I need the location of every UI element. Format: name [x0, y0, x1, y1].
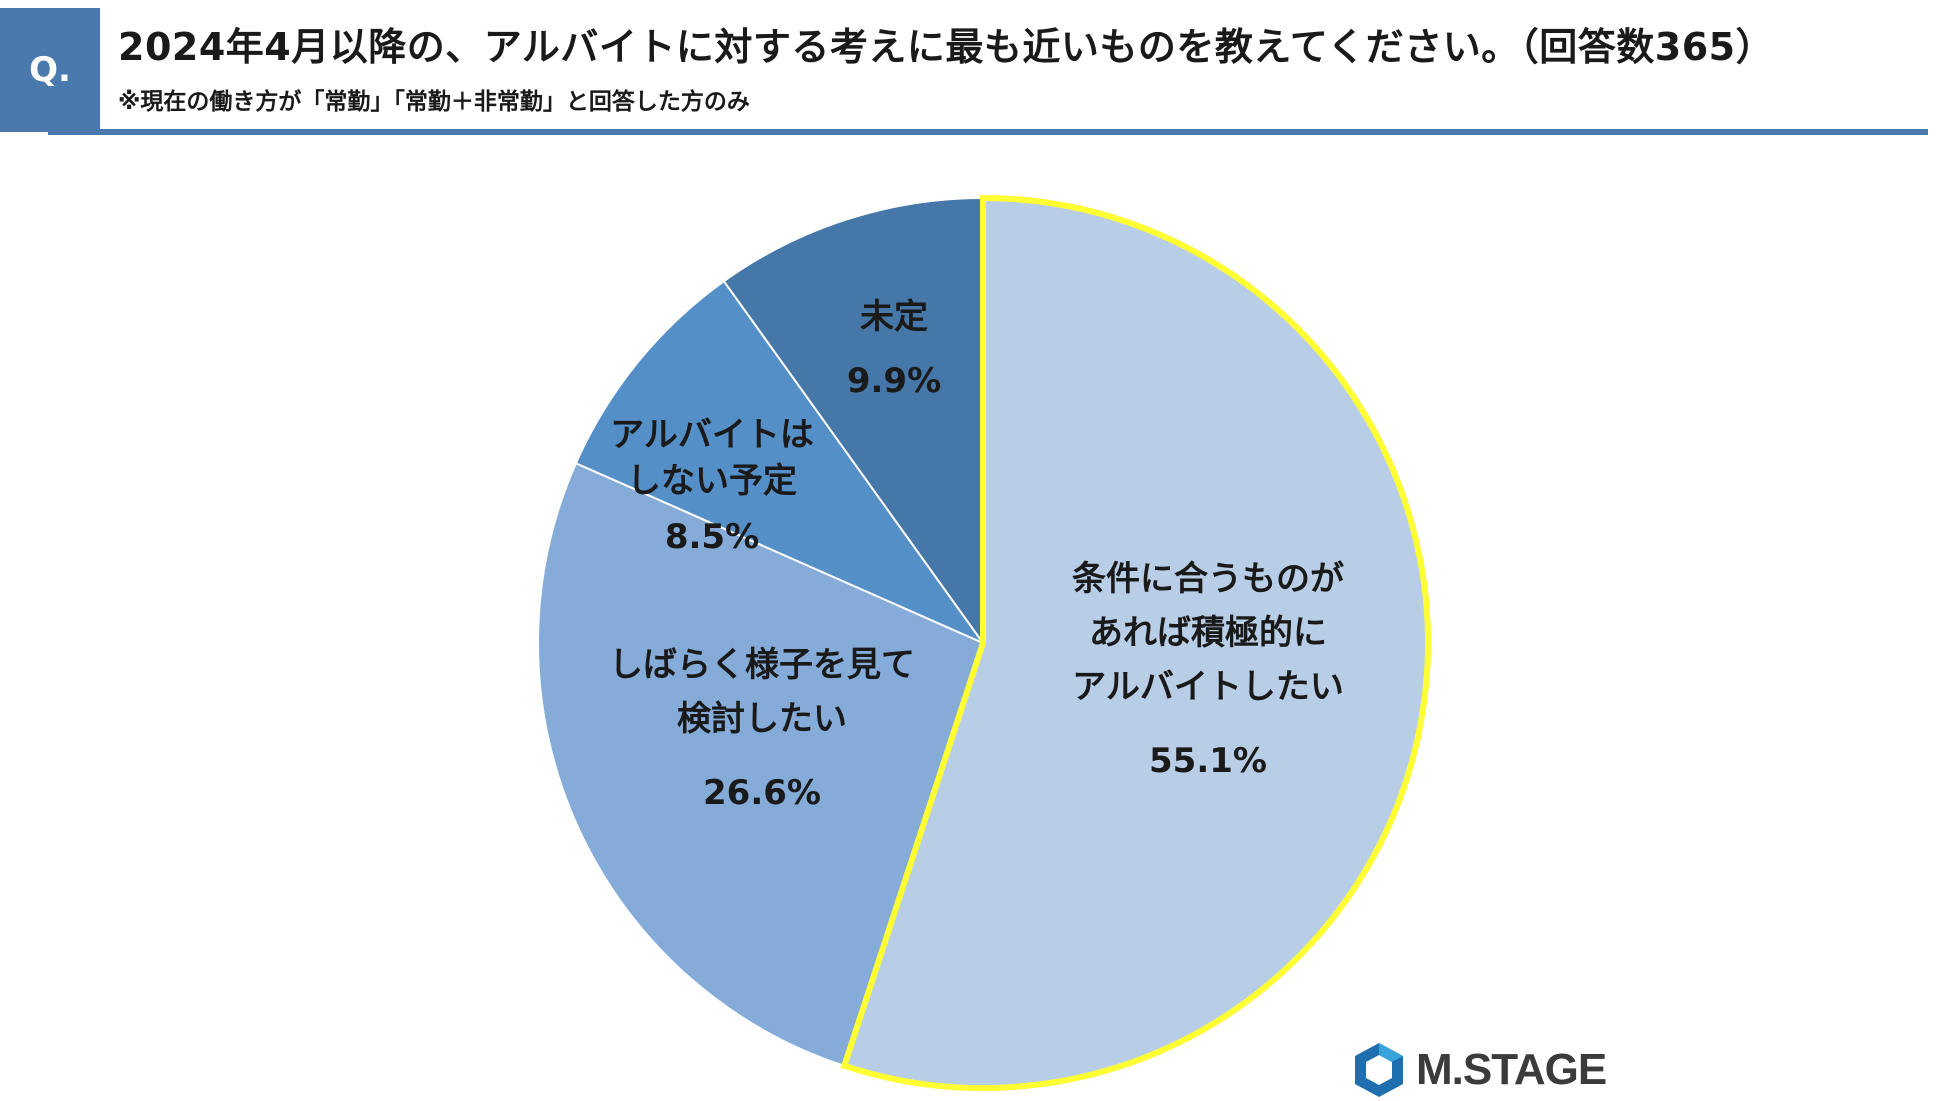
- slice-value-2: 26.6%: [703, 773, 821, 813]
- pie-slice-4: [722, 196, 984, 647]
- slice-label-4-line-1: 未定: [860, 297, 928, 337]
- slice-label-2-line-1: しばらく様子を見て: [609, 645, 915, 685]
- hexagon-logo-icon: [1355, 1043, 1403, 1097]
- question-badge: Q.: [0, 8, 100, 132]
- chart-title: 2024年4月以降の、アルバイトに対する考えに最も近いものを教えてください。（回…: [118, 25, 1775, 69]
- chart-subtitle: ※現在の働き方が「常勤」「常勤＋非常勤」と回答した方のみ: [118, 89, 750, 115]
- slice-label-1-line-1: 条件に合うものが: [1072, 559, 1344, 599]
- slice-value-3: 8.5%: [665, 517, 759, 557]
- slice-label-1-line-2: あれば積極的に: [1089, 613, 1327, 653]
- slice-label-1-line-3: アルバイトしたい: [1072, 667, 1344, 707]
- pie-slice-3: [574, 279, 986, 646]
- slice-value-1: 55.1%: [1149, 741, 1267, 781]
- slice-label-3-line-1: アルバイトは: [610, 415, 814, 455]
- brand-logo: M.STAGE: [1352, 1040, 1607, 1100]
- slice-label-2-line-2: 検討したい: [677, 699, 847, 739]
- highlight-border: [840, 194, 1431, 1091]
- header-divider: [48, 129, 1928, 135]
- logo-text: M.STAGE: [1416, 1045, 1607, 1094]
- slice-value-4: 9.9%: [847, 361, 941, 401]
- pie-slice-2: [537, 461, 985, 1068]
- slice-label-3-line-2: しない予定: [627, 461, 797, 501]
